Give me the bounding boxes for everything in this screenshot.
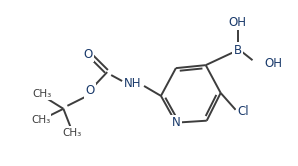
Text: O: O: [84, 48, 93, 61]
Text: Cl: Cl: [238, 105, 249, 118]
Text: CH₃: CH₃: [33, 89, 52, 99]
Text: CH₃: CH₃: [63, 128, 82, 138]
Text: O: O: [86, 84, 95, 97]
Text: N: N: [172, 116, 180, 129]
Text: OH: OH: [264, 57, 283, 70]
Text: CH₃: CH₃: [31, 115, 50, 125]
Text: NH: NH: [124, 77, 142, 89]
Text: OH: OH: [229, 16, 246, 29]
Text: B: B: [234, 44, 242, 57]
